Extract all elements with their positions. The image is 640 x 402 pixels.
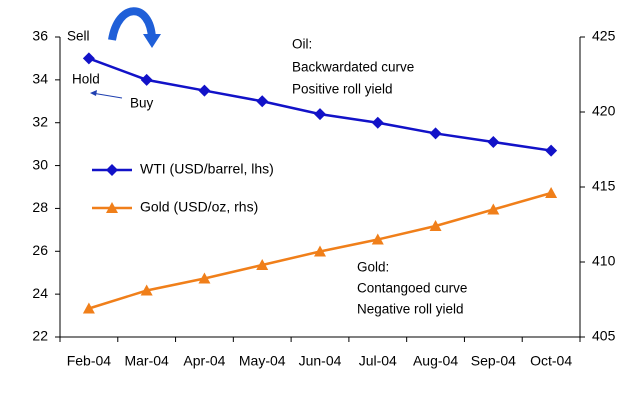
annotation: Oil: [292,37,312,52]
buy-arrow [91,92,123,99]
point [198,272,211,284]
sell-arrow-head [143,34,161,48]
point [82,52,95,65]
y2-tick-label: 410 [592,253,616,269]
point [256,95,269,108]
x-tick-label: Feb-04 [67,353,112,369]
annotation: Sell [67,29,90,44]
point [429,127,442,140]
point [429,220,442,231]
y2-tick-label: 425 [592,28,616,44]
y-tick-label: 22 [32,328,48,344]
x-tick-label: Mar-04 [124,353,169,369]
y2-tick-label: 420 [592,103,616,119]
annotation: Negative roll yield [357,302,464,317]
point [314,108,326,121]
y-tick-label: 30 [32,156,48,172]
x-tick-label: Sep-04 [471,353,516,369]
y-tick-label: 28 [32,199,48,215]
sell-arrow [108,7,156,41]
y2-tick-label: 415 [592,178,616,194]
point [140,73,153,86]
legend-marker [106,164,118,176]
point [545,144,558,157]
point [545,187,558,198]
x-tick-label: Jul-04 [359,353,397,369]
annotation: Buy [130,96,154,111]
point [487,203,500,215]
x-tick-label: Apr-04 [183,353,225,369]
x-tick-label: Oct-04 [530,353,572,369]
point [371,233,384,245]
annotation: Hold [72,72,100,87]
y2-tick-label: 405 [592,328,616,344]
point [314,245,326,257]
annotation: Positive roll yield [292,82,393,97]
x-tick-label: May-04 [239,353,286,369]
legend-label: WTI (USD/barrel, lhs) [140,161,274,177]
x-tick-label: Jun-04 [299,353,342,369]
point [487,136,500,148]
legend-label: Gold (USD/oz, rhs) [140,199,258,215]
annotation: Gold: [357,260,389,275]
y-tick-label: 36 [32,28,48,44]
y-tick-label: 24 [32,285,48,301]
x-tick-label: Aug-04 [413,353,458,369]
point [140,284,153,296]
point [371,116,384,129]
y-tick-label: 26 [32,242,48,258]
annotation: Contangoed curve [357,281,467,296]
point [198,84,211,97]
point [82,302,95,314]
buy-arrow-head [90,90,97,96]
legend-marker [106,202,118,213]
y-tick-label: 34 [32,71,48,87]
annotation: Backwardated curve [292,60,414,75]
y-tick-label: 32 [32,113,48,129]
point [256,259,269,270]
